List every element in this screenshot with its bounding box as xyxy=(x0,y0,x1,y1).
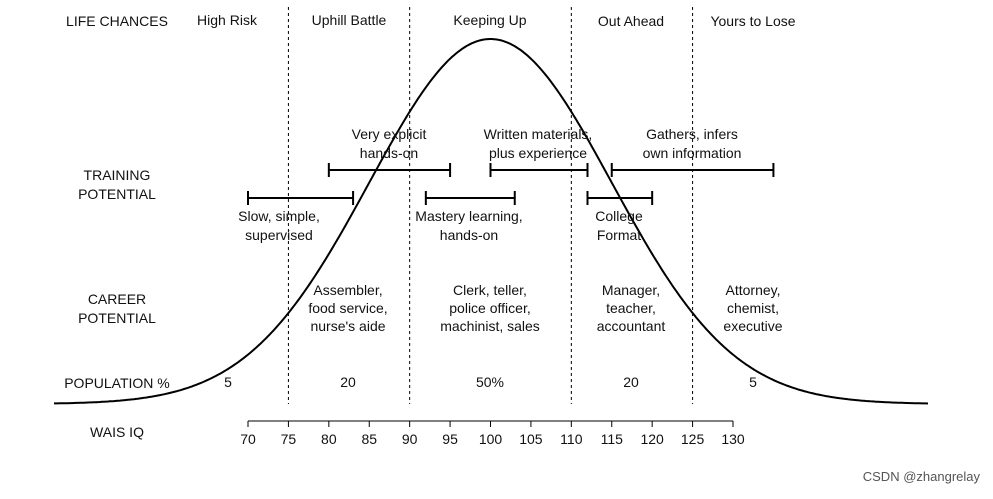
career-label: Assembler, xyxy=(313,282,382,298)
axis-tick-label: 85 xyxy=(361,431,377,447)
training-label: hands-on xyxy=(440,227,498,243)
axis-tick-label: 110 xyxy=(560,431,583,447)
bell-curve xyxy=(54,38,929,405)
row-label-population: POPULATION % xyxy=(64,375,170,391)
axis-tick-label: 120 xyxy=(640,431,664,447)
watermark: CSDN @zhangrelay xyxy=(863,469,981,484)
axis-tick-label: 95 xyxy=(442,431,458,447)
career-label: food service, xyxy=(308,300,387,316)
career-label: police officer, xyxy=(449,300,530,316)
career-label: Clerk, teller, xyxy=(453,282,527,298)
training-label: Written materials, xyxy=(484,126,593,142)
axis-tick-label: 75 xyxy=(281,431,297,447)
zone-boundaries xyxy=(287,7,694,404)
population-value: 20 xyxy=(623,374,639,390)
career-label: accountant xyxy=(597,318,666,334)
row-label-career-line2: POTENTIAL xyxy=(78,310,156,326)
life-chance-label: Uphill Battle xyxy=(312,12,387,28)
training-label: College xyxy=(595,208,643,224)
training-label: Format xyxy=(597,227,641,243)
career-label: Attorney, xyxy=(726,282,781,298)
training-label: Mastery learning, xyxy=(415,208,522,224)
career-label: executive xyxy=(723,318,782,334)
axis-tick-label: 80 xyxy=(321,431,337,447)
axis-tick-label: 105 xyxy=(519,431,543,447)
life-chance-label: Keeping Up xyxy=(453,12,526,28)
population-value: 5 xyxy=(224,374,232,390)
life-chance-label: Out Ahead xyxy=(598,13,664,29)
life-chance-label: Yours to Lose xyxy=(710,13,795,29)
axis-tick-label: 70 xyxy=(240,431,256,447)
row-label-training-line2: POTENTIAL xyxy=(78,186,156,202)
axis-tick-label: 125 xyxy=(681,431,705,447)
row-label-wais-iq: WAIS IQ xyxy=(90,424,144,440)
life-chance-label: High Risk xyxy=(197,12,258,28)
career-label: nurse's aide xyxy=(310,318,385,334)
career-label: machinist, sales xyxy=(440,318,540,334)
axis-tick-label: 115 xyxy=(601,431,624,447)
axis-tick-label: 90 xyxy=(402,431,418,447)
training-label: plus experience xyxy=(489,145,587,161)
population-value: 5 xyxy=(749,374,757,390)
training-label: Gathers, infers xyxy=(646,126,738,142)
row-label-training-line1: TRAINING xyxy=(84,167,151,183)
row-label-career-line1: CAREER xyxy=(88,291,146,307)
training-label: hands-on xyxy=(360,145,418,161)
career-label: chemist, xyxy=(727,300,779,316)
wais-iq-axis: 70 75 80 85 90 95 100 105 110 115 120 125 130 xyxy=(240,420,745,447)
population-value: 20 xyxy=(340,374,356,390)
career-label: Manager, xyxy=(602,282,660,298)
population-value: 50% xyxy=(476,374,504,390)
training-label: own information xyxy=(643,145,742,161)
axis-tick-label: 100 xyxy=(479,431,503,447)
career-label: teacher, xyxy=(606,300,656,316)
row-label-life-chances: LIFE CHANCES xyxy=(66,13,168,29)
training-label: supervised xyxy=(245,227,313,243)
training-range-bars xyxy=(247,163,775,205)
training-label: Slow, simple, xyxy=(238,208,320,224)
training-label: Very explicit xyxy=(352,126,427,142)
axis-tick-label: 130 xyxy=(721,431,745,447)
